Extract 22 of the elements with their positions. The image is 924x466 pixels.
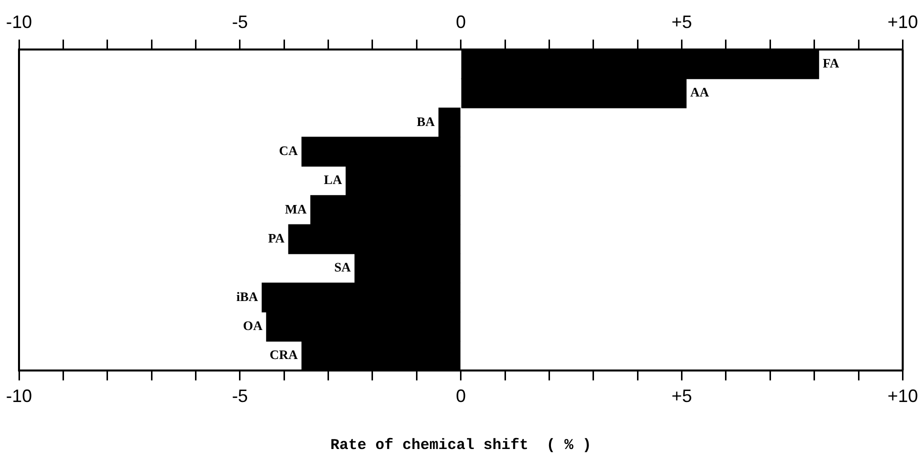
x-tick-label: +5 — [672, 12, 692, 32]
x2-tick-label: +5 — [672, 386, 692, 406]
x-tick-label: 0 — [456, 12, 466, 32]
x2-tick-label: +10 — [887, 386, 918, 406]
x-axis-title: Rate of chemical shift ( % ) — [330, 436, 592, 454]
y-tick-label: CRA — [270, 347, 298, 362]
x-tick-label: +10 — [887, 12, 918, 32]
y-tick-label: OA — [242, 318, 264, 334]
y-tick-label: BA — [416, 114, 436, 129]
x-tick-label: -5 — [232, 12, 248, 32]
x-tick-label: -10 — [6, 12, 32, 32]
y-tick-label: SA — [334, 260, 352, 275]
x2-tick-label: -10 — [6, 386, 32, 406]
y-tick-label: AA — [690, 84, 710, 100]
x2-tick-label: 0 — [456, 386, 466, 406]
y-tick-label: CA — [279, 143, 298, 158]
y-tick-label: iBA — [236, 288, 259, 304]
y-tick-label: FA — [822, 56, 840, 71]
x2-tick-label: -5 — [232, 386, 248, 406]
y-tick-label: PA — [268, 230, 286, 246]
y-tick-label: MA — [284, 201, 308, 216]
y-tick-label: LA — [324, 172, 343, 188]
